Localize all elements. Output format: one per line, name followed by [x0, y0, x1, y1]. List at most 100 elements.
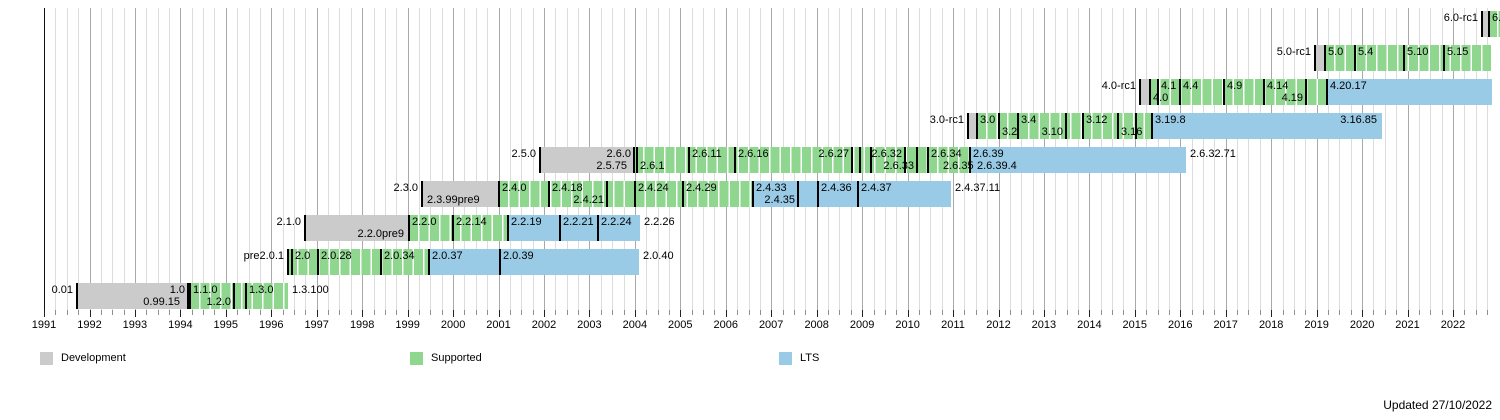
year-tick [1453, 310, 1454, 317]
year-gridline [1407, 8, 1409, 310]
year-tick [1134, 310, 1136, 317]
quarter-gridline [123, 8, 125, 310]
quarter-tick [1146, 310, 1148, 315]
version-label: 5.0 [1328, 46, 1344, 58]
row-end-label: 2.2.26 [644, 216, 675, 228]
year-gridline [407, 8, 409, 310]
version-label: 3.12 [1086, 114, 1108, 126]
version-marker-line [1305, 79, 1307, 105]
quarter-tick [339, 310, 341, 315]
year-tick [998, 310, 1000, 317]
version-marker-line [904, 147, 906, 173]
version-marker-line [1151, 113, 1153, 139]
year-gridline [1453, 8, 1454, 310]
year-gridline [453, 8, 455, 310]
year-tick [362, 310, 364, 317]
axis-year-label: 2017 [1213, 319, 1238, 331]
version-label: 2.4.36 [821, 182, 852, 194]
row-end-label: 2.0.40 [643, 250, 674, 262]
quarter-tick [884, 310, 886, 315]
year-tick [134, 310, 136, 317]
version-label: 2.6.32 [871, 148, 902, 160]
axis-year-label: 1991 [31, 319, 57, 331]
version-label: 1.2.0 [206, 296, 231, 308]
year-tick [44, 310, 45, 317]
quarter-gridline [1305, 8, 1307, 310]
year-gridline [498, 8, 500, 310]
row-start-label: 4.0-rc1 [1101, 80, 1136, 92]
version-marker-line [752, 181, 754, 207]
version-marker-line [1149, 79, 1151, 105]
version-label: 4.19 [1281, 92, 1303, 104]
year-tick [498, 310, 500, 317]
quarter-gridline [509, 8, 511, 310]
axis-year-label: 2014 [1077, 319, 1102, 331]
quarter-tick [169, 310, 170, 315]
quarter-tick [1350, 310, 1352, 315]
version-label: 3.4 [1021, 114, 1037, 126]
year-tick [225, 310, 227, 317]
quarter-tick [1464, 310, 1466, 315]
bar-segment-supported [1488, 11, 1500, 37]
year-gridline [89, 8, 91, 310]
quarter-tick [1396, 310, 1398, 315]
version-label: 2.2.14 [456, 216, 487, 228]
year-tick [816, 310, 818, 317]
version-marker-line [851, 147, 853, 173]
year-tick [271, 310, 273, 317]
version-label: 2.3.99pre9 [427, 194, 480, 206]
legend-label-lts: LTS [800, 352, 820, 364]
version-marker-line [817, 181, 819, 207]
version-marker-line [1139, 79, 1141, 105]
version-label: 2.4.37 [861, 182, 892, 194]
quarter-gridline [1191, 8, 1193, 310]
version-label: 2.6.39.4 [977, 160, 1017, 172]
quarter-tick [237, 310, 239, 315]
quarter-tick [918, 310, 920, 315]
quarter-tick [668, 310, 670, 315]
quarter-gridline [66, 8, 68, 310]
version-marker-line [870, 147, 872, 173]
version-label: 2.5.75 [596, 160, 627, 172]
quarter-tick [1112, 310, 1114, 315]
bar-segment-supported [499, 181, 753, 207]
version-marker-line [1065, 113, 1067, 139]
quarter-tick [203, 310, 205, 315]
quarter-tick [294, 310, 295, 315]
axis-year-label: 1999 [395, 319, 420, 331]
version-label: 2.4.33 [756, 182, 787, 194]
bar-segment-supported [190, 283, 288, 309]
quarter-tick [1078, 310, 1079, 315]
version-marker-line [969, 147, 971, 173]
version-label: 2.0.39 [503, 250, 534, 262]
axis-year-label: 2010 [895, 319, 920, 331]
axis-year-label: 2021 [1395, 319, 1420, 331]
quarter-tick [509, 310, 511, 315]
quarter-tick [1441, 310, 1443, 315]
quarter-tick [600, 310, 602, 315]
quarter-tick [112, 310, 114, 315]
version-marker-line [507, 215, 509, 241]
version-label: 2.6.34 [931, 148, 962, 160]
bar-segment-supported [409, 215, 508, 241]
quarter-gridline [1441, 8, 1443, 310]
quarter-tick [1418, 310, 1420, 315]
version-marker-line [498, 181, 500, 207]
quarter-tick [737, 310, 739, 315]
version-label: 2.4.0 [502, 182, 527, 194]
quarter-tick [430, 310, 432, 315]
quarter-tick [930, 310, 932, 315]
quarter-gridline [373, 8, 375, 310]
version-label: 2.6.11 [692, 148, 722, 160]
version-label: 2.4.18 [552, 182, 583, 194]
legend-item-lts: LTS [779, 351, 819, 365]
quarter-gridline [237, 8, 239, 310]
quarter-tick [759, 310, 761, 315]
quarter-tick [146, 310, 148, 315]
year-tick [862, 310, 864, 317]
version-marker-line [1082, 113, 1084, 139]
quarter-tick [987, 310, 989, 315]
version-marker-line [634, 181, 636, 207]
version-label: 2.6.16 [738, 148, 769, 160]
bar-segment-lts [1327, 79, 1492, 105]
